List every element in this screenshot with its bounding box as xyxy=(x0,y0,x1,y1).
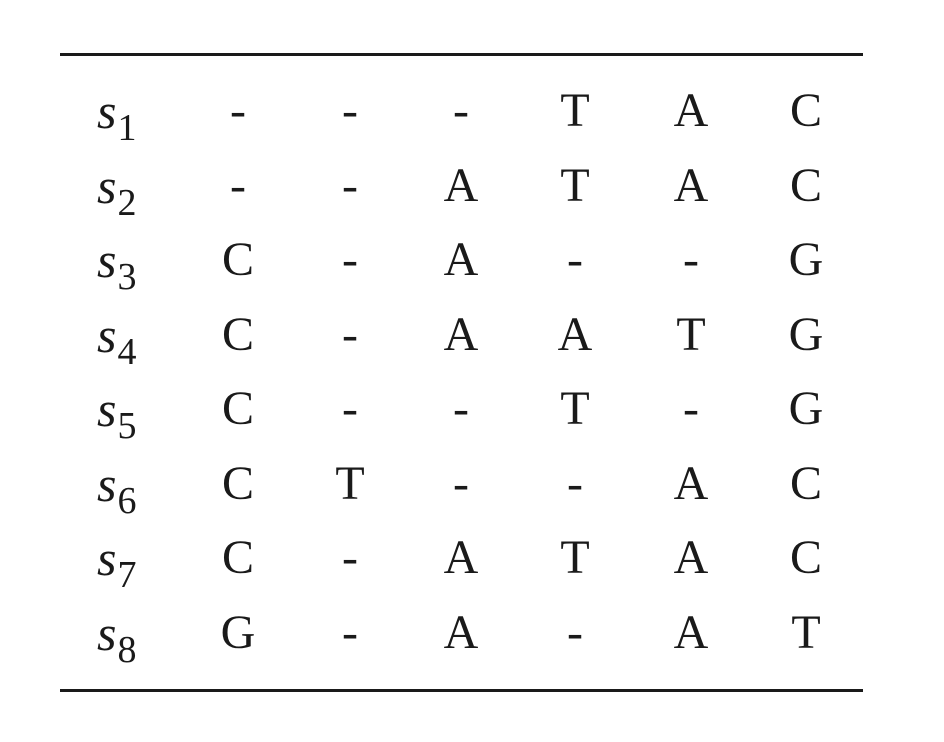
table-cell: - xyxy=(683,382,699,435)
table-row: s7 C - A T A C xyxy=(0,528,944,596)
row-label: s4 xyxy=(97,305,137,373)
table-cell: C xyxy=(221,382,254,435)
table-cell: A xyxy=(443,158,479,212)
table-cell: A xyxy=(443,307,479,361)
row-label-name: s xyxy=(97,83,117,139)
table-cell: - xyxy=(567,456,583,510)
table-cell: A xyxy=(673,84,709,137)
table-cell: C xyxy=(789,158,822,212)
table-cell: T xyxy=(791,605,821,659)
table-cell: - xyxy=(342,84,358,137)
table-cell: T xyxy=(335,456,365,510)
table-cell: A xyxy=(443,233,479,286)
table-cell: G xyxy=(220,605,256,659)
row-label-name: s xyxy=(97,530,117,586)
row-label-name: s xyxy=(97,604,117,661)
row-label: s6 xyxy=(97,454,137,522)
table-cell: - xyxy=(453,84,469,137)
table-cell: A xyxy=(673,605,709,659)
table-row: s5 C - - T - G xyxy=(0,379,944,447)
table-cell: G xyxy=(788,307,824,361)
table-cell: - xyxy=(683,233,699,286)
row-label-name: s xyxy=(97,306,117,363)
row-label: s8 xyxy=(97,603,137,671)
row-label-index: 2 xyxy=(117,181,137,224)
table-cell: A xyxy=(443,531,479,584)
row-label-name: s xyxy=(97,232,117,288)
table-cell: - xyxy=(453,382,469,435)
table-cell: - xyxy=(453,456,469,510)
row-label-name: s xyxy=(97,381,117,437)
table-cell: G xyxy=(788,382,824,435)
table-cell: - xyxy=(342,531,358,584)
table-cell: - xyxy=(567,233,583,286)
table-cell: A xyxy=(673,158,709,212)
row-label: s3 xyxy=(97,230,137,298)
table-bottom-rule xyxy=(60,689,863,692)
table-cell: T xyxy=(676,307,706,361)
row-label-index: 8 xyxy=(117,628,137,671)
table-cell: - xyxy=(342,233,358,286)
table-cell: - xyxy=(342,605,358,659)
table-top-rule xyxy=(60,53,863,56)
table-row: s6 C T - - A C xyxy=(0,454,944,522)
table-cell: A xyxy=(443,605,479,659)
table-cell: T xyxy=(560,84,590,137)
table-cell: - xyxy=(567,605,583,659)
row-label: s5 xyxy=(97,379,137,447)
table-row: s2 - - A T A C xyxy=(0,156,944,224)
row-label-index: 1 xyxy=(117,107,137,149)
table-cell: C xyxy=(789,456,822,510)
row-label-index: 7 xyxy=(117,554,137,596)
row-label-index: 6 xyxy=(117,479,137,522)
row-label: s2 xyxy=(97,156,137,224)
table-row: s3 C - A - - G xyxy=(0,230,944,298)
row-label-name: s xyxy=(97,455,117,512)
table-cell: T xyxy=(560,382,590,435)
table-cell: C xyxy=(221,307,254,361)
table-cell: - xyxy=(230,84,246,137)
table-cell: C xyxy=(221,233,254,286)
table-cell: - xyxy=(230,158,246,212)
table-cell: T xyxy=(560,531,590,584)
table-cell: A xyxy=(673,531,709,584)
table-cell: - xyxy=(342,158,358,212)
table-cell: C xyxy=(789,84,822,137)
table-cell: C xyxy=(221,531,254,584)
table-cell: A xyxy=(557,307,593,361)
row-label-index: 3 xyxy=(117,256,137,298)
table-cell: A xyxy=(673,456,709,510)
table-cell: G xyxy=(788,233,824,286)
table-row: s4 C - A A T G xyxy=(0,305,944,373)
table-row: s1 - - - T A C xyxy=(0,81,944,149)
table-cell: - xyxy=(342,307,358,361)
row-label-index: 5 xyxy=(117,405,137,447)
table-row: s8 G - A - A T xyxy=(0,603,944,671)
row-label-index: 4 xyxy=(117,330,137,373)
row-label: s1 xyxy=(97,81,137,149)
table-cell: - xyxy=(342,382,358,435)
table-cell: T xyxy=(560,158,590,212)
row-label: s7 xyxy=(97,528,137,596)
table-cell: C xyxy=(789,531,822,584)
row-label-name: s xyxy=(97,157,117,214)
table-cell: C xyxy=(221,456,254,510)
